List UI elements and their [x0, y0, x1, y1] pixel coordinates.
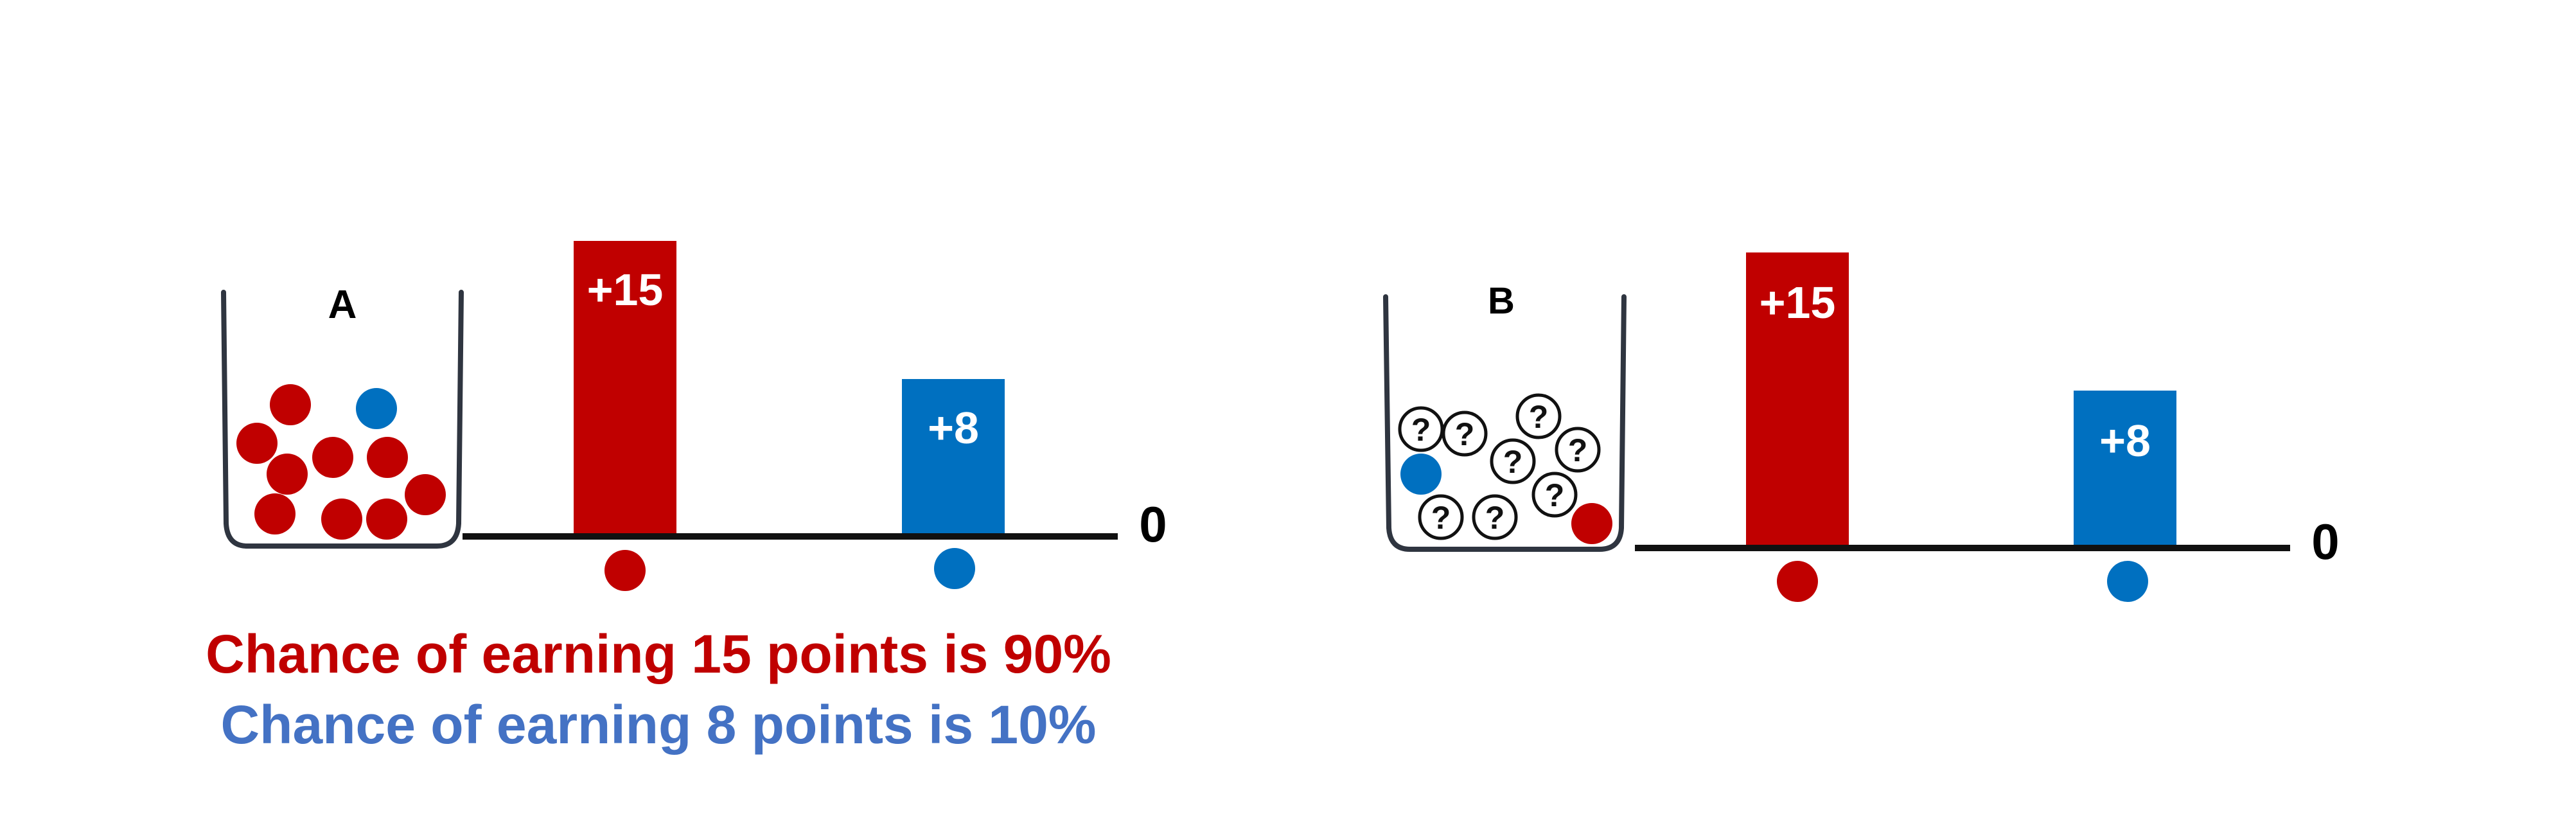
urn-a-outline: [221, 290, 464, 549]
bar-a-red-label: +15: [587, 265, 664, 315]
bar-b-red: [1746, 252, 1849, 548]
urn-a-red-ball: [236, 423, 278, 464]
unknown-ball-icon: [1490, 438, 1536, 484]
urn-a-blue-ball: [356, 388, 397, 429]
unknown-ball-icon: [1442, 411, 1488, 457]
unknown-ball-symbol: ?: [1455, 416, 1475, 452]
unknown-ball-icon: [1555, 427, 1601, 473]
bar-b-red-marker: [1777, 561, 1818, 602]
urn-a-red-ball: [367, 437, 408, 478]
unknown-ball-symbol: ?: [1431, 500, 1451, 536]
urn-a-label: A: [328, 283, 357, 327]
urn-a-red-ball: [254, 493, 296, 534]
unknown-ball-icon: [1418, 494, 1464, 540]
caption-blue: Chance of earning 8 points is 10%: [221, 694, 1097, 755]
panel-b: B ???????? +15 +8 0: [1383, 252, 2340, 602]
bar-a-blue-marker: [934, 548, 975, 589]
bar-b-blue-marker: [2107, 561, 2148, 602]
bar-b-blue: [2074, 391, 2176, 548]
bar-a-red: [574, 241, 676, 536]
unknown-ball-symbol: ?: [1411, 412, 1431, 448]
urn-b-label: B: [1488, 280, 1515, 322]
urn-b-red-ball: [1571, 503, 1612, 544]
unknown-ball-symbol: ?: [1545, 477, 1565, 513]
urn-a-balls: [236, 384, 446, 540]
panel-a: A +15 +8 0 Chance of earning 15 points i…: [206, 241, 1167, 755]
urn-a-red-ball: [321, 499, 362, 540]
urn-b-blue-ball: [1400, 454, 1442, 495]
unknown-ball-icon: [1515, 393, 1562, 439]
urn-a-red-ball: [270, 384, 311, 425]
unknown-ball-icon: [1398, 406, 1444, 452]
urn-a-red-ball: [405, 474, 446, 515]
unknown-ball-symbol: ?: [1568, 432, 1588, 468]
unknown-ball-icon: [1531, 472, 1578, 518]
urn-a-red-ball: [312, 437, 353, 478]
urn-a: A: [221, 283, 464, 549]
unknown-ball-symbol: ?: [1503, 444, 1523, 480]
chart-b: +15 +8 0: [1635, 252, 2340, 602]
urn-a-red-ball: [366, 499, 407, 540]
bar-a-blue-label: +8: [928, 403, 979, 453]
caption-red: Chance of earning 15 points is 90%: [206, 624, 1111, 684]
urn-b-balls: ????????: [1398, 393, 1612, 544]
zero-label-b: 0: [2311, 513, 2339, 570]
unknown-ball-icon: [1472, 494, 1518, 540]
bar-b-red-label: +15: [1760, 278, 1836, 328]
zero-label-a: 0: [1139, 496, 1167, 552]
chart-a: +15 +8 0: [463, 241, 1167, 591]
bar-a-blue: [902, 379, 1005, 536]
bar-b-blue-label: +8: [2099, 416, 2151, 466]
unknown-ball-symbol: ?: [1485, 500, 1505, 536]
urn-b: B ????????: [1383, 280, 1627, 552]
urn-a-red-ball: [267, 454, 308, 495]
unknown-ball-symbol: ?: [1529, 399, 1549, 435]
urn-b-outline: [1383, 294, 1627, 552]
bar-a-red-marker: [604, 550, 646, 591]
